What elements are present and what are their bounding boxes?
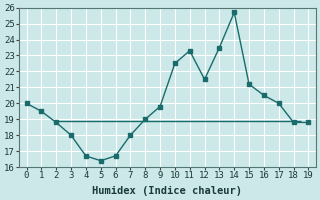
X-axis label: Humidex (Indice chaleur): Humidex (Indice chaleur) [92,186,243,196]
